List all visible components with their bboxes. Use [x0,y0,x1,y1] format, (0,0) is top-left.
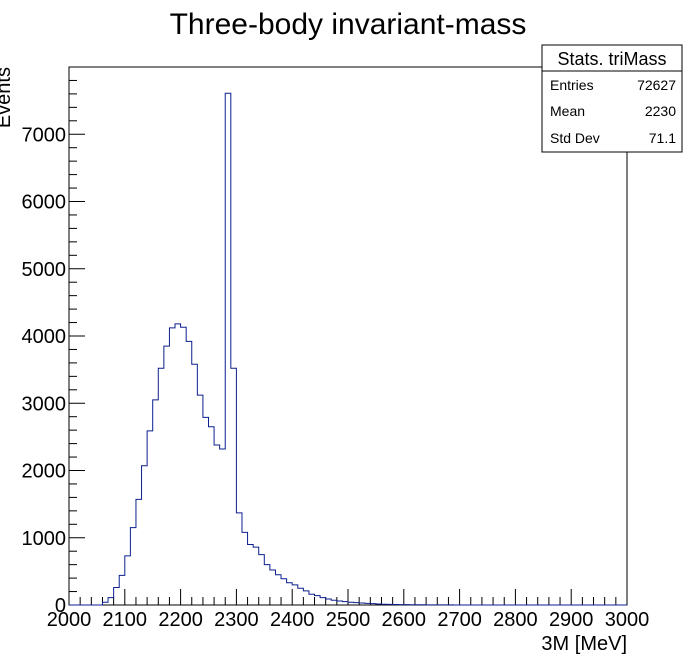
y-tick-label: 2000 [22,461,67,483]
stats-box: Stats. triMass Entries 72627 Mean 2230 S… [541,44,683,153]
histogram-series-line [69,92,627,606]
stats-box-title: Stats. triMass [557,49,666,69]
y-tick-label: 3000 [22,393,67,415]
stats-mean-value: 2230 [645,103,676,119]
y-tick-label: 4000 [22,326,67,348]
y-tick-label: 6000 [22,192,67,214]
x-tick-label: 2500 [326,609,371,631]
x-tick-label: 2800 [493,609,538,631]
y-tick-label: 7000 [22,124,67,146]
stats-entries-label: Entries [550,77,594,93]
stats-stddev-label: Std Dev [550,130,600,146]
x-tick-label: 2100 [103,609,148,631]
y-axis-title: Events [0,67,15,128]
x-tick-label: 2700 [437,609,482,631]
stats-entries-value: 72627 [637,77,676,93]
x-axis: 2000 2100 2200 2300 2400 2500 2600 2700 2800 2900… [47,589,650,631]
y-tick-label: 5000 [22,259,67,281]
x-axis-title: 3M [MeV] [541,633,627,655]
x-tick-label: 2900 [549,609,594,631]
stats-mean-label: Mean [550,103,585,119]
x-tick-label: 2300 [214,609,259,631]
x-tick-label: 2000 [47,609,92,631]
x-tick-label: 3000 [605,609,650,631]
chart-title: Three-body invariant-mass [170,8,527,41]
y-axis: 0 1000 2000 3000 4000 5000 6000 7000 [22,66,85,617]
y-tick-label: 0 [55,595,66,617]
x-tick-label: 2400 [270,609,315,631]
y-tick-label: 1000 [22,528,67,550]
stats-box-frame [541,44,683,153]
stats-stddev-value: 71.1 [649,130,676,146]
x-tick-label: 2600 [382,609,427,631]
x-tick-label: 2200 [158,609,203,631]
